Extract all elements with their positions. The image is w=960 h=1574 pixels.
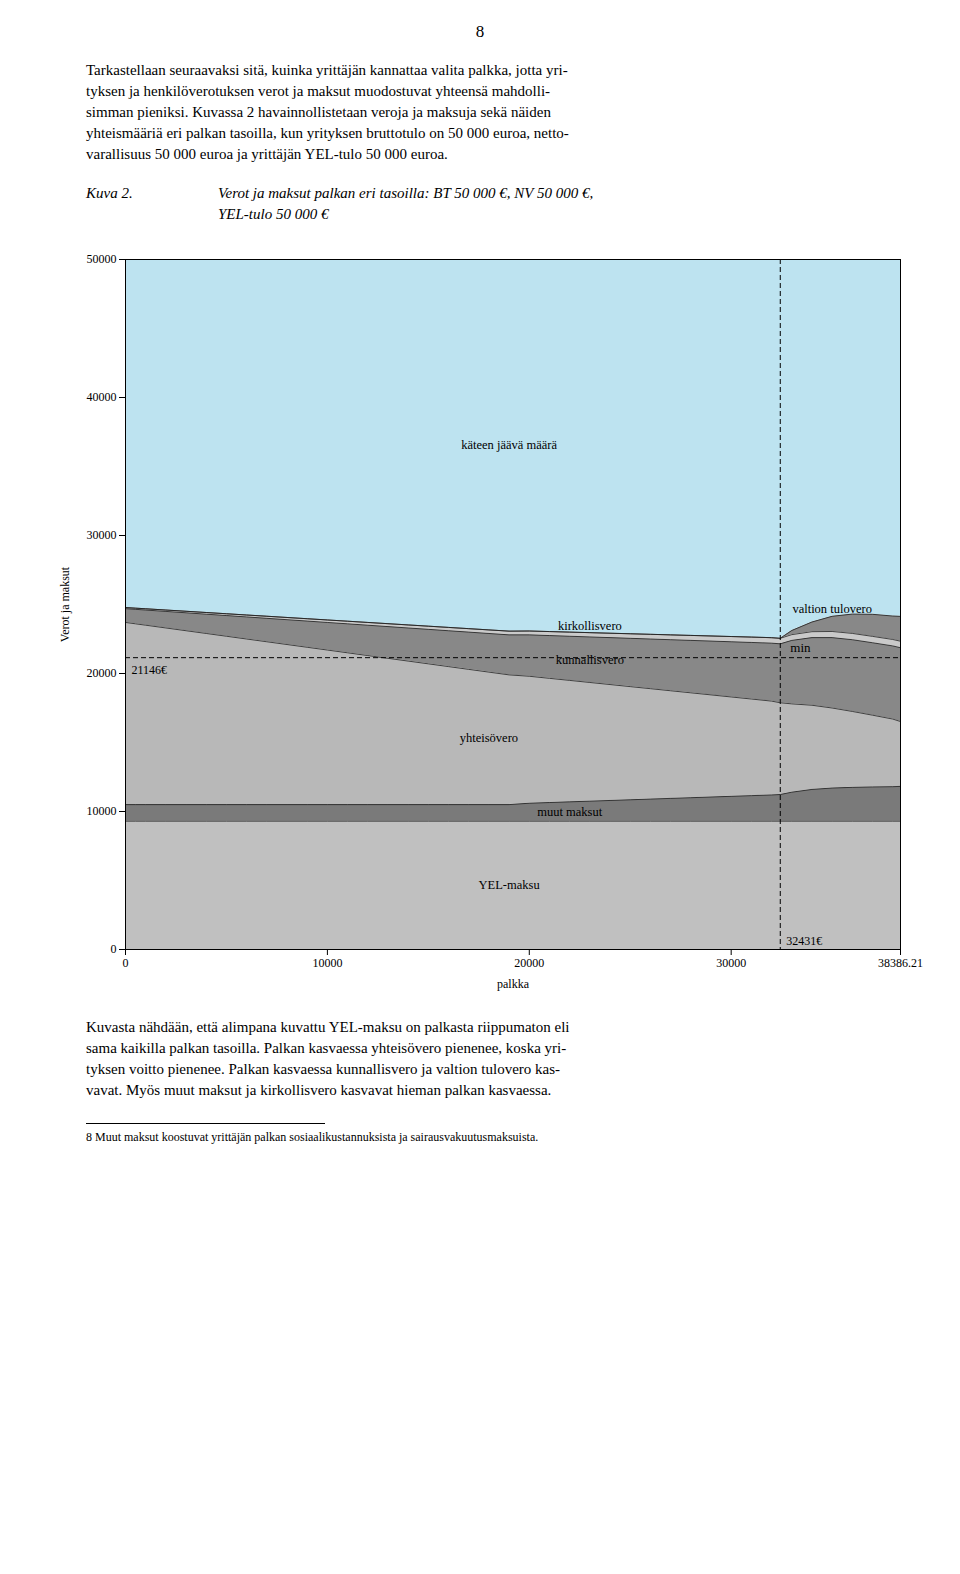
svg-text:30000: 30000 [87,528,117,542]
svg-text:yhteisövero: yhteisövero [460,731,518,745]
html-text:Tarkastellaan seuraavaksi sitä: Tarkastellaan seuraavaksi sitä, kuinka y… [86,62,569,162]
svg-text:10000: 10000 [87,804,117,818]
svg-text:valtion tulovero: valtion tulovero [792,602,872,616]
svg-text:50000: 50000 [87,252,117,266]
html-text:Verot ja maksut palkan eri tas: Verot ja maksut palkan eri tasoilla: BT … [218,185,594,222]
svg-text:40000: 40000 [87,390,117,404]
html-text:Kuvasta nähdään, että alimpana: Kuvasta nähdään, että alimpana kuvattu Y… [86,1019,570,1098]
svg-text:YEL-maksu: YEL-maksu [479,878,541,892]
svg-text:käteen jäävä määrä: käteen jäävä määrä [461,438,557,452]
svg-text:20000: 20000 [514,956,544,970]
svg-text:Verot ja maksut: Verot ja maksut [58,566,72,642]
html-text:8: 8 [475,22,485,41]
svg-text:0: 0 [111,942,117,956]
svg-text:muut maksut: muut maksut [537,805,602,819]
svg-text:min: min [790,640,811,655]
svg-text:38386.21: 38386.21 [878,956,923,970]
svg-text:32431€: 32431€ [786,934,822,948]
svg-text:0: 0 [123,956,129,970]
svg-text:20000: 20000 [87,666,117,680]
svg-text:30000: 30000 [716,956,746,970]
svg-text:21146€: 21146€ [132,663,168,677]
svg-text:10000: 10000 [312,956,342,970]
html-text:8 Muut maksut koostuvat yrittä: 8 Muut maksut koostuvat yrittäjän palkan… [86,1130,539,1144]
svg-text:kirkollisvero: kirkollisvero [558,619,622,633]
html-text:Kuva 2.: Kuva 2. [86,185,133,201]
svg-text:kunnallisvero: kunnallisvero [556,653,624,667]
svg-text:palkka: palkka [497,977,530,991]
